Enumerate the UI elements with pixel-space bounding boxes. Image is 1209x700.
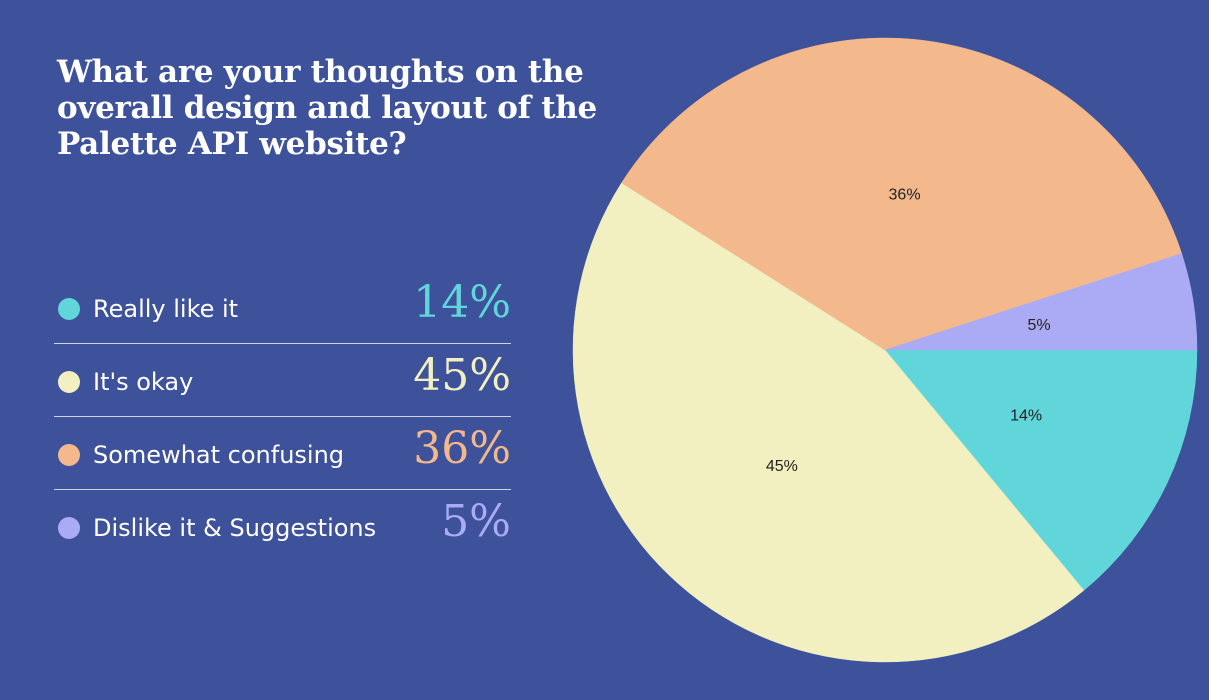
pie-slice-label-somewhat-confusing: 36% [889,186,921,203]
legend: Really like it 14% It's okay 45% Somewha… [54,271,511,562]
pie-slice-somewhat-confusing [621,37,1183,351]
pie-slice-really-like-it [884,349,1198,591]
legend-label-really-like-it: Really like it [93,295,239,323]
legend-item-really-like-it: Really like it 14% [54,271,511,344]
pie-slice-label-dislike-it: 5% [1028,317,1051,334]
chart-title: What are your thoughts on the overall de… [57,54,597,162]
legend-percent-dislike-it: 5% [441,496,511,547]
pie-slice-its-okay [572,182,1085,663]
legend-percent-its-okay: 45% [413,350,511,401]
legend-marker-its-okay [58,371,80,393]
pie-slice-label-its-okay: 45% [766,458,798,475]
legend-item-its-okay: It's okay 45% [54,344,511,417]
legend-item-somewhat-confusing: Somewhat confusing 36% [54,417,511,490]
legend-percent-really-like-it: 14% [413,277,511,328]
legend-label-somewhat-confusing: Somewhat confusing [93,441,345,469]
legend-label-dislike-it: Dislike it & Suggestions [93,514,377,542]
legend-marker-somewhat-confusing [58,444,80,466]
legend-percent-somewhat-confusing: 36% [413,423,511,474]
legend-marker-dislike-it [58,517,80,539]
legend-marker-really-like-it [58,298,80,320]
pie-slice-dislike-it [884,253,1198,351]
legend-item-dislike-it: Dislike it & Suggestions 5% [54,490,511,562]
pie-slice-label-really-like-it: 14% [1010,408,1042,425]
legend-label-its-okay: It's okay [93,368,194,396]
